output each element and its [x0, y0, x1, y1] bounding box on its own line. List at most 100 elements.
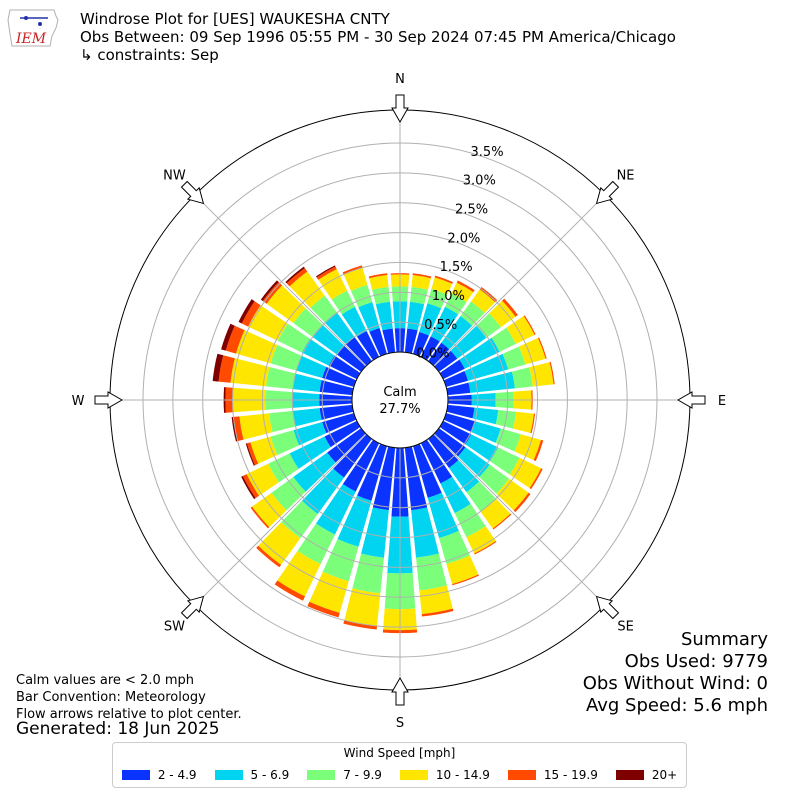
flow-arrow-SW — [180, 595, 205, 620]
radial-tick-label-5: 2.5% — [455, 202, 488, 217]
bar-160-series-4 — [452, 574, 479, 586]
bar-50-series-2 — [476, 313, 501, 338]
compass-label-NW: NW — [163, 168, 186, 183]
compass-label-W: W — [72, 394, 85, 409]
bar-10-series-2 — [409, 286, 428, 305]
spoke-SW — [194, 433, 367, 606]
bar-280-series-1 — [292, 373, 322, 392]
bar-20-series-3 — [431, 277, 453, 295]
legend-item: 20+ — [615, 768, 677, 782]
avg-speed: Avg Speed: 5.6 mph — [586, 695, 768, 716]
flow-arrow-W — [94, 391, 124, 409]
flow-arrow-N — [391, 94, 409, 124]
bar-10-series-4 — [412, 273, 432, 279]
legend-item: 5 - 6.9 — [214, 768, 290, 782]
bar-40-series-0 — [428, 342, 450, 366]
bar-190-series-2 — [352, 553, 384, 594]
bar-240-series-4 — [242, 474, 260, 499]
legend-label: 10 - 14.9 — [435, 768, 490, 782]
bar-320-series-4 — [286, 268, 308, 287]
bar-320-series-3 — [289, 271, 325, 308]
radial-tick-label-3: 1.5% — [440, 260, 473, 275]
bar-300-series-4 — [241, 301, 261, 327]
summary-panel: Summary Obs Used: 9779 Obs Without Wind:… — [583, 629, 768, 717]
bar-70-series-4 — [538, 337, 547, 359]
bar-110-series-0 — [443, 413, 475, 432]
bar-30-series-2 — [445, 293, 467, 315]
radial-tick-label-0: 0.0% — [416, 347, 449, 362]
radial-tick-label-6: 3.0% — [463, 174, 496, 189]
bar-150-series-0 — [420, 439, 453, 484]
bar-60-series-1 — [459, 337, 500, 369]
bar-310-series-1 — [312, 324, 345, 355]
bar-190-series-3 — [344, 588, 381, 626]
bar-300-series-3 — [248, 305, 288, 341]
bar-140-series-4 — [492, 513, 512, 530]
bar-240-series-3 — [246, 463, 279, 496]
legend-item: 10 - 14.9 — [399, 768, 490, 782]
bar-60-series-4 — [523, 315, 536, 335]
bar-340-series-0 — [369, 327, 387, 357]
bar-310-series-0 — [336, 345, 366, 372]
bar-100-series-0 — [446, 404, 475, 419]
bar-200-series-3 — [309, 571, 349, 613]
bar-80-series-3 — [529, 362, 554, 387]
bar-70-series-1 — [464, 353, 509, 381]
bar-150-series-1 — [440, 476, 471, 514]
legend-label: 5 - 6.9 — [250, 768, 290, 782]
bar-80-series-2 — [511, 367, 533, 389]
bar-30-series-1 — [430, 306, 459, 342]
bar-220-series-1 — [302, 468, 344, 515]
bar-140-series-1 — [449, 460, 480, 493]
legend-swatch — [121, 770, 150, 780]
bar-230-series-3 — [252, 492, 287, 528]
bar-80-series-4 — [549, 361, 555, 385]
bar-250-series-4 — [246, 442, 259, 466]
bar-300-series-0 — [328, 355, 361, 380]
bar-130-series-4 — [513, 492, 531, 513]
bar-110-series-3 — [514, 434, 541, 461]
bar-210-series-0 — [342, 439, 380, 492]
obs-used: Obs Used: 9779 — [624, 651, 768, 672]
legend-item: 15 - 19.9 — [507, 768, 598, 782]
chart-title: Windrose Plot for [UES] WAUKESHA CNTY — [80, 10, 390, 28]
bar-210-series-2 — [297, 523, 335, 565]
bar-150-series-3 — [466, 526, 496, 554]
observation-period: Obs Between: 09 Sep 1996 05:55 PM - 30 S… — [80, 28, 676, 46]
legend-title: Wind Speed [mph] — [343, 746, 456, 760]
logo-wordmark: IEM — [15, 31, 47, 47]
bar-220-series-0 — [333, 434, 372, 478]
calm-label: Calm — [383, 385, 416, 400]
flow-arrow-E — [676, 391, 706, 409]
bar-340-series-1 — [358, 302, 380, 332]
bar-190-series-4 — [343, 620, 378, 630]
spoke-SE — [433, 433, 606, 606]
bar-250-series-0 — [322, 413, 357, 434]
bar-220-series-2 — [281, 500, 318, 539]
bar-310-series-2 — [293, 308, 323, 337]
bar-310-series-3 — [266, 285, 306, 324]
bar-310-series-4 — [262, 282, 283, 304]
bar-170-series-3 — [419, 585, 453, 615]
bar-230-series-2 — [271, 476, 306, 511]
bar-40-series-1 — [441, 316, 473, 350]
bar-convention-note: Bar Convention: Meteorology — [16, 690, 206, 705]
flow-note: Flow arrows relative to plot center. — [16, 707, 242, 722]
bar-330-series-2 — [331, 290, 355, 315]
bar-130-series-2 — [479, 464, 510, 494]
compass-arrows — [94, 94, 706, 706]
bar-50-series-4 — [502, 298, 518, 317]
bar-60-series-0 — [439, 359, 465, 380]
bar-210-series-3 — [277, 550, 321, 597]
bar-350-series-2 — [372, 286, 391, 305]
bar-150-series-4 — [474, 540, 497, 555]
bar-200-series-4 — [307, 601, 340, 618]
bar-320-series-5 — [285, 266, 305, 284]
bar-210-series-4 — [274, 580, 306, 601]
bar-290-series-2 — [270, 344, 302, 371]
bar-120-series-0 — [439, 420, 472, 445]
legend-item: 2 - 4.9 — [121, 768, 197, 782]
legend-swatch — [615, 770, 644, 780]
radial-tick-label-2: 1.0% — [432, 289, 465, 304]
